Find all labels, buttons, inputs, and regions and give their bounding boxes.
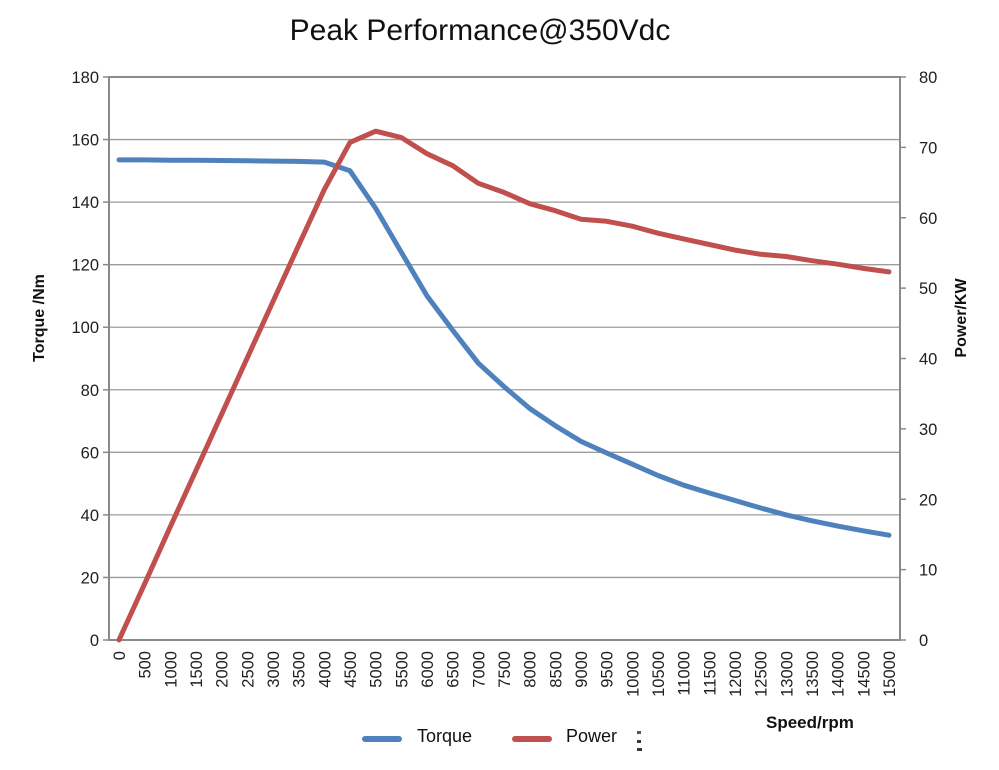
x-tick-label: 4500 [342, 651, 360, 688]
x-tick-label: 11000 [676, 651, 694, 696]
x-tick-label: 1500 [188, 651, 206, 688]
y-right-tick-label: 30 [919, 421, 937, 439]
x-tick-label: 10000 [624, 651, 642, 697]
x-tick-label: 13500 [804, 651, 822, 697]
x-tick-label: 2500 [239, 651, 257, 688]
x-tick-label: 9500 [599, 651, 617, 688]
x-axis-title: Speed/rpm [766, 713, 854, 732]
x-tick-label: 12000 [727, 651, 745, 697]
y-right-tick-label: 50 [919, 280, 937, 298]
x-tick-label: 8500 [547, 651, 565, 688]
legend-overflow-dots-icon [637, 731, 643, 751]
y-left-tick-label: 20 [81, 569, 99, 587]
x-tick-label: 5500 [393, 651, 411, 688]
legend-torque-label: Torque [417, 726, 473, 746]
legend-power-swatch [512, 736, 552, 742]
y-right-tick-label: 70 [919, 139, 937, 157]
y-left-tick-label: 80 [81, 382, 99, 400]
y-right-tick-label: 80 [919, 69, 937, 87]
legend-power-label: Power [566, 726, 618, 746]
x-tick-label: 13000 [778, 651, 796, 697]
x-tick-label: 10500 [650, 651, 668, 697]
x-tick-label: 0 [111, 651, 129, 660]
series-line-torque [116, 157, 892, 538]
x-tick-label: 8000 [522, 651, 540, 688]
y-left-tick-label: 60 [81, 444, 99, 462]
x-tick-label: 14500 [855, 651, 873, 697]
y-left-tick-label: 40 [81, 507, 99, 525]
y-left-tick-label: 180 [71, 69, 99, 87]
x-tick-label: 11500 [701, 651, 719, 696]
x-tick-label: 500 [137, 651, 155, 679]
x-tick-label: 2000 [214, 651, 232, 688]
y-right-tick-label: 20 [919, 491, 937, 509]
y-left-tick-label: 160 [71, 132, 99, 150]
y-right-tick-label: 10 [919, 562, 937, 580]
y-left-tick-label: 100 [71, 319, 99, 337]
chart-title: Peak Performance@350Vdc [289, 14, 671, 47]
x-tick-label: 1000 [162, 651, 180, 688]
x-tick-label: 5000 [368, 651, 386, 688]
x-tick-label: 3500 [291, 651, 309, 688]
x-tick-label: 7500 [496, 651, 514, 688]
y-left-tick-label: 0 [90, 632, 99, 650]
y-right-tick-label: 60 [919, 210, 937, 228]
x-tick-label: 15000 [881, 651, 899, 697]
x-tick-label: 12500 [753, 651, 771, 697]
series-line-power [116, 128, 892, 643]
y-right-tick-label: 0 [919, 632, 928, 650]
x-tick-label: 3000 [265, 651, 283, 688]
x-tick-label: 4000 [316, 651, 334, 688]
y-left-tick-label: 140 [71, 194, 99, 212]
legend-torque-swatch [362, 736, 402, 742]
y-right-tick-label: 40 [919, 351, 937, 369]
x-tick-label: 7000 [470, 651, 488, 688]
x-tick-label: 9000 [573, 651, 591, 688]
x-tick-label: 6500 [445, 651, 463, 688]
y-left-tick-label: 120 [71, 257, 99, 275]
x-tick-label: 14000 [830, 651, 848, 697]
x-tick-label: 6000 [419, 651, 437, 688]
